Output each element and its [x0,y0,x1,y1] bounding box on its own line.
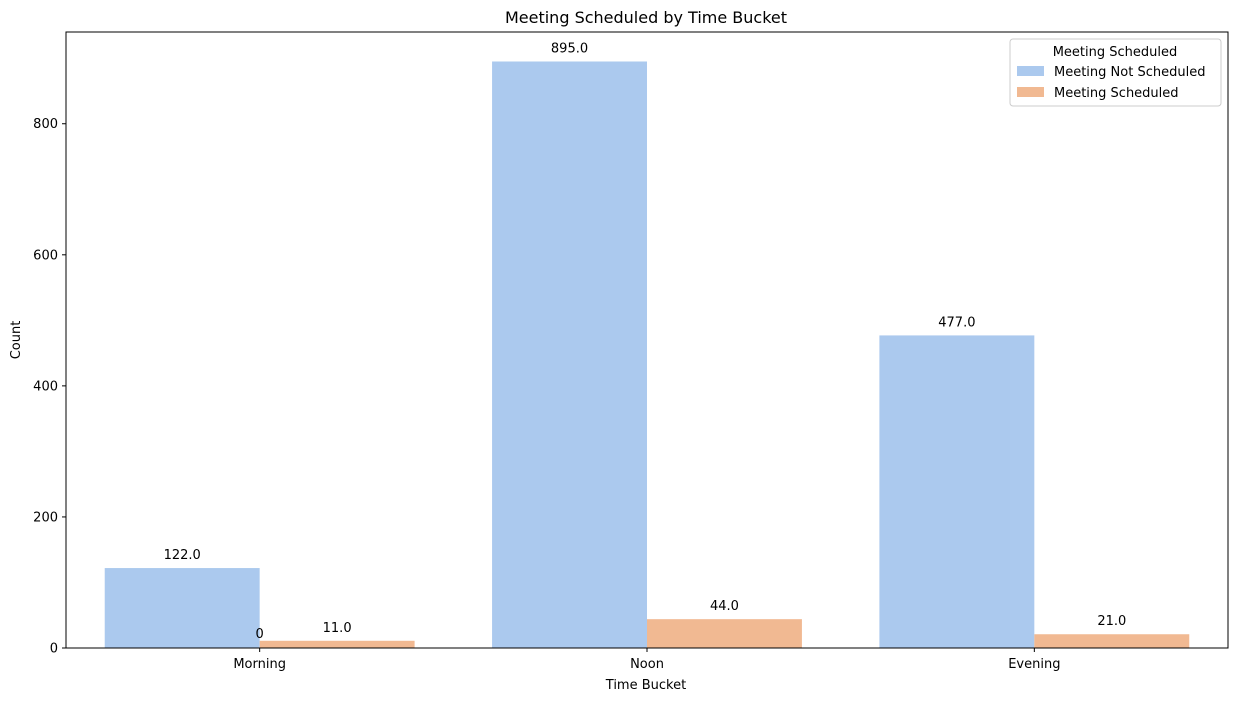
legend: Meeting Scheduled Meeting Not Scheduled … [1009,38,1222,107]
x-tick-label: Morning [233,657,286,672]
bar-value-label: 122.0 [164,548,201,563]
extra-annotation-label: 0 [256,627,264,642]
legend-label-meeting-scheduled: Meeting Scheduled [1054,86,1179,101]
y-axis-ticks: 0 200 400 600 800 [33,117,66,657]
x-axis-ticks: Morning Noon Evening [233,648,1060,672]
legend-swatch-meeting-scheduled [1017,87,1044,97]
bar-noon-series-1 [647,619,802,648]
y-tick-label: 400 [33,379,58,394]
y-tick-label: 600 [33,248,58,263]
legend-title: Meeting Scheduled [1053,45,1178,60]
bar-evening-series-0 [879,335,1035,648]
y-axis-label: Count [9,321,24,360]
bar-labels-layer: 122.0 11.0 895.0 44.0 477.0 21.0 0 [164,41,1127,642]
x-tick-label: Evening [1008,657,1060,672]
y-tick-label: 800 [33,117,58,132]
x-axis-label: Time Bucket [605,678,686,693]
bar-morning-series-0 [104,568,260,648]
legend-label-meeting-not-scheduled: Meeting Not Scheduled [1054,65,1205,80]
bar-value-label: 895.0 [551,41,588,56]
bar-value-label: 44.0 [710,599,739,614]
legend-swatch-meeting-not-scheduled [1017,66,1044,76]
y-tick-label: 200 [33,510,58,525]
x-tick-label: Noon [630,657,664,672]
bar-noon-series-0 [492,61,647,649]
legend-box [1009,38,1222,107]
bar-morning-series-1 [259,640,415,648]
y-tick-label: 0 [50,642,58,657]
bar-value-label: 21.0 [1097,614,1126,629]
chart-title: Meeting Scheduled by Time Bucket [505,8,787,27]
bar-value-label: 11.0 [323,621,352,636]
bars-layer [104,61,1190,649]
bar-value-label: 477.0 [938,315,975,330]
bar-evening-series-1 [1034,634,1190,648]
